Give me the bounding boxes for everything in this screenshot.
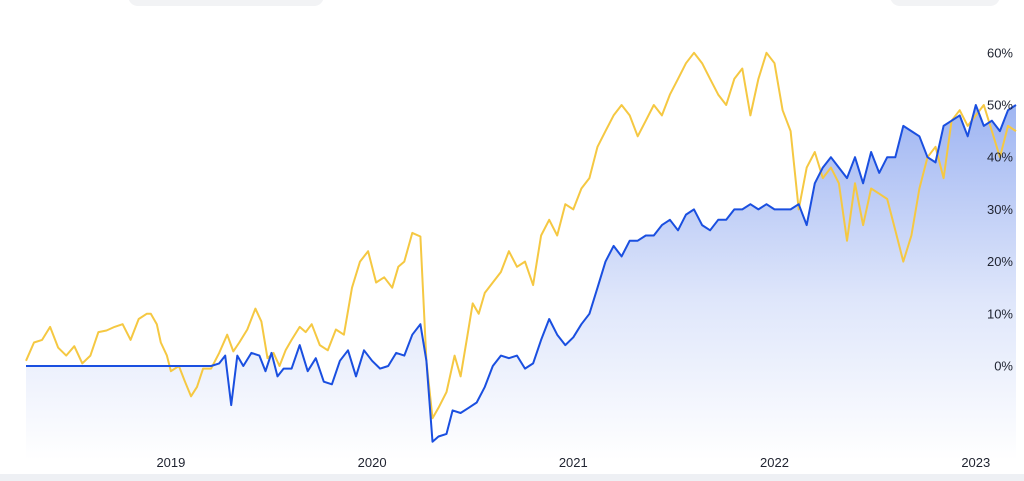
y-tick-label: 30% xyxy=(987,202,1013,217)
blue-series-fill xyxy=(26,105,1016,460)
options-pill[interactable] xyxy=(890,0,1000,6)
x-tick-label: 2021 xyxy=(559,455,588,470)
x-tick-label: 2020 xyxy=(358,455,387,470)
yellow-series-line xyxy=(25,51,1017,420)
y-tick-label: 60% xyxy=(987,45,1013,60)
x-tick-label: 2023 xyxy=(961,455,990,470)
y-tick-label: 20% xyxy=(987,254,1013,269)
x-tick-label: 2022 xyxy=(760,455,789,470)
y-tick-label: 0% xyxy=(994,359,1013,374)
x-axis: 2019 2020 2021 2022 2023 xyxy=(156,455,990,470)
blue-series-line xyxy=(26,104,1017,443)
bottom-bar xyxy=(0,474,1024,481)
y-tick-label: 10% xyxy=(987,306,1013,321)
y-tick-label: 50% xyxy=(987,98,1013,113)
y-axis: 0% 10% 20% 30% 40% 50% 60% xyxy=(987,45,1013,373)
x-tick-label: 2019 xyxy=(156,455,185,470)
range-selector-pill[interactable] xyxy=(128,0,324,6)
y-tick-label: 40% xyxy=(987,150,1013,165)
blue-series-area xyxy=(26,105,1016,460)
